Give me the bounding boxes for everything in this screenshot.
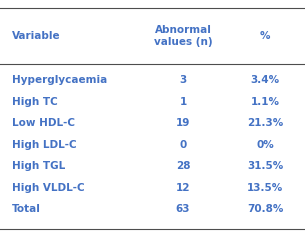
Text: 31.5%: 31.5%	[247, 161, 283, 171]
Text: 28: 28	[176, 161, 190, 171]
Text: 12: 12	[176, 182, 190, 192]
Text: High TC: High TC	[12, 96, 58, 106]
Text: 63: 63	[176, 204, 190, 214]
Text: Abnormal
values (n): Abnormal values (n)	[154, 25, 212, 47]
Text: 21.3%: 21.3%	[247, 118, 283, 128]
Text: Hyperglycaemia: Hyperglycaemia	[12, 75, 107, 85]
Text: High VLDL-C: High VLDL-C	[12, 182, 85, 192]
Text: 13.5%: 13.5%	[247, 182, 283, 192]
Text: %: %	[260, 31, 271, 41]
Text: 1.1%: 1.1%	[251, 96, 280, 106]
Text: 0: 0	[179, 139, 187, 149]
Text: Total: Total	[12, 204, 41, 214]
Text: Variable: Variable	[12, 31, 61, 41]
Text: 3: 3	[179, 75, 187, 85]
Text: 3.4%: 3.4%	[251, 75, 280, 85]
Text: 0%: 0%	[257, 139, 274, 149]
Text: 70.8%: 70.8%	[247, 204, 284, 214]
Text: High TGL: High TGL	[12, 161, 66, 171]
Text: High LDL-C: High LDL-C	[12, 139, 77, 149]
Text: Low HDL-C: Low HDL-C	[12, 118, 75, 128]
Text: 19: 19	[176, 118, 190, 128]
Text: 1: 1	[179, 96, 187, 106]
